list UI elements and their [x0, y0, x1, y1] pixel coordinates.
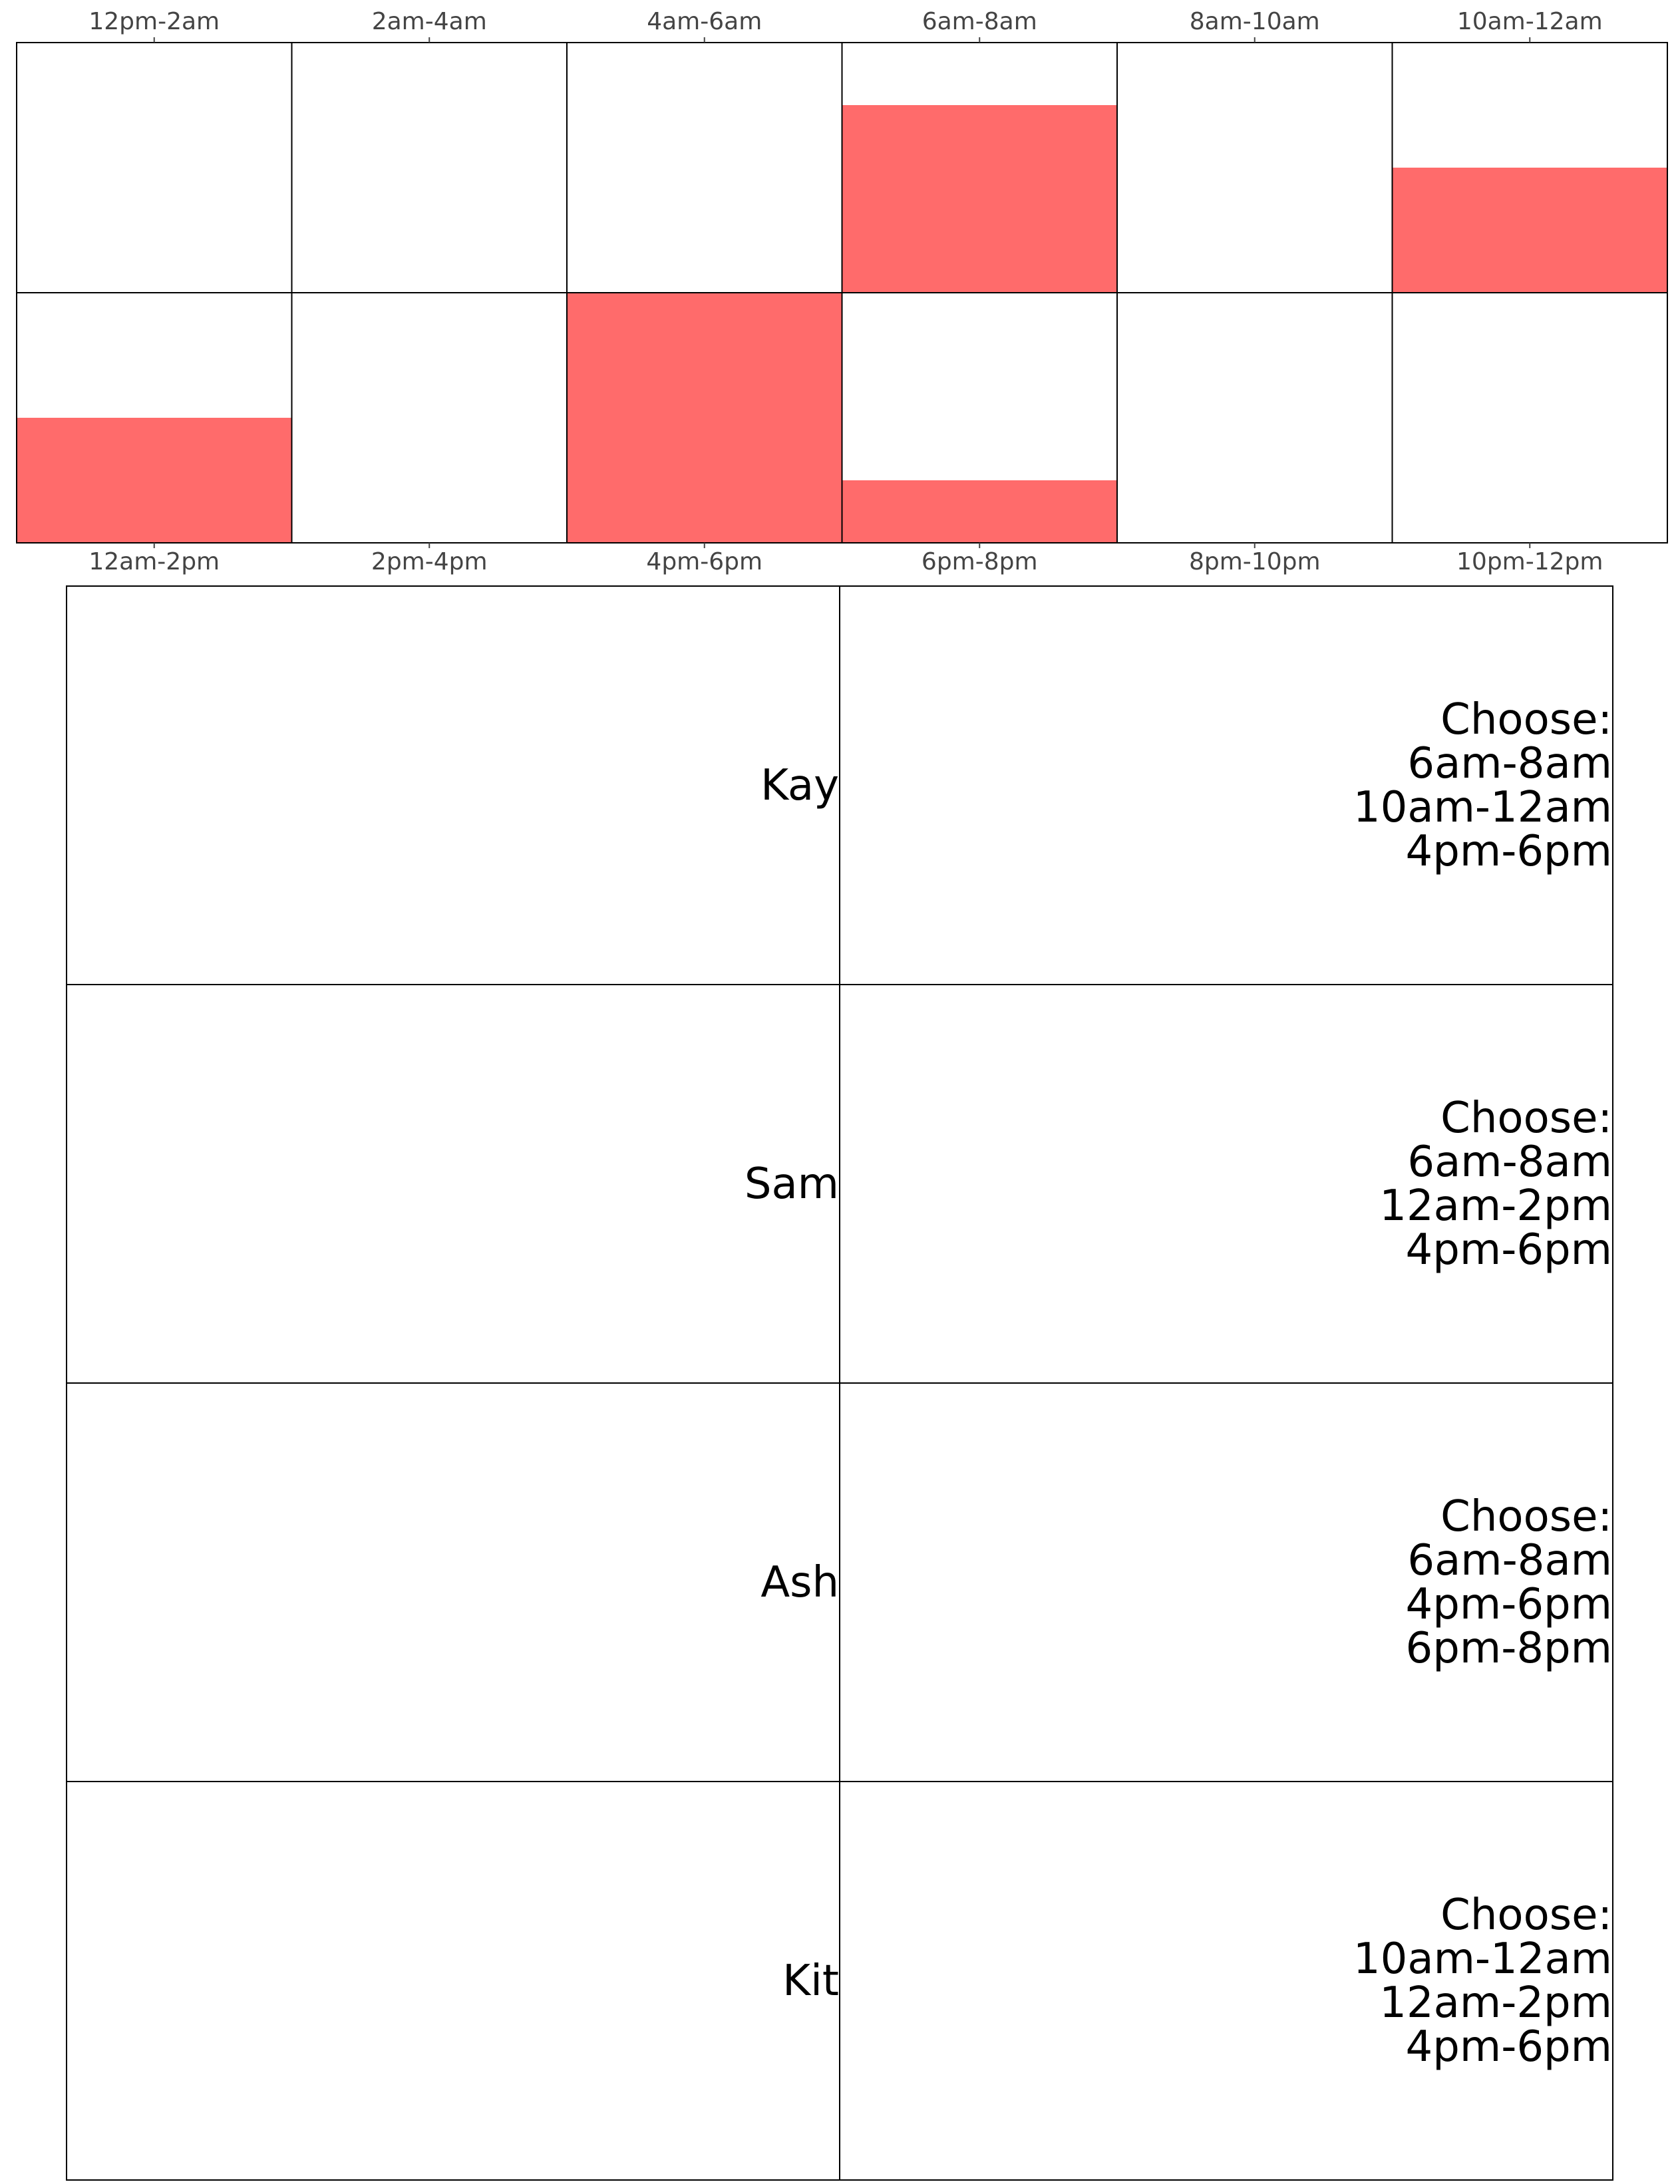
- table-row: Kay Choose: 6am-8am 10am-12am 4pm-6pm: [66, 585, 1613, 985]
- table-row: Kit Choose: 10am-12am 12am-2pm 4pm-6pm: [66, 1781, 1613, 2181]
- x-tick-label: 8pm-10pm: [1189, 548, 1321, 575]
- choice-line: 6am-8am: [1407, 1535, 1612, 1585]
- choice-list: Choose: 6am-8am 12am-2pm 4pm-6pm: [839, 984, 1613, 1384]
- person-name: Ash: [66, 1382, 840, 1782]
- choice-list: Choose: 10am-12am 12am-2pm 4pm-6pm: [839, 1781, 1613, 2181]
- x-tick-label: 4pm-6pm: [646, 548, 762, 575]
- person-name: Kay: [66, 585, 840, 985]
- x-tick-label: 2am-4am: [372, 8, 487, 35]
- table-row: Sam Choose: 6am-8am 12am-2pm 4pm-6pm: [66, 984, 1613, 1384]
- x-tick-label: 10am-12am: [1457, 8, 1603, 35]
- bar: [567, 293, 842, 543]
- choice-line: 12am-2pm: [1379, 1181, 1612, 1231]
- choice-line: Choose:: [1440, 1093, 1612, 1143]
- grid-cell: [1391, 292, 1668, 544]
- choice-list: Choose: 6am-8am 4pm-6pm 6pm-8pm: [839, 1382, 1613, 1782]
- choice-line: 10am-12am: [1353, 1934, 1612, 1984]
- x-tick-label: 4am-6am: [647, 8, 762, 35]
- choice-line: Choose:: [1440, 1890, 1612, 1940]
- choice-line: 6am-8am: [1407, 738, 1612, 788]
- grid-cell: [291, 292, 568, 544]
- x-tick-label: 6am-8am: [922, 8, 1037, 35]
- x-tick-label: 10pm-12pm: [1456, 548, 1603, 575]
- bar: [842, 105, 1117, 293]
- x-tick-label: 12am-2pm: [88, 548, 220, 575]
- bar: [1392, 168, 1667, 293]
- grid-cell: [1116, 42, 1393, 293]
- grid-cell: [1116, 292, 1393, 544]
- bar: [842, 480, 1117, 543]
- grid-cell: [291, 42, 568, 293]
- grid-cell: [16, 42, 293, 293]
- choice-line: 6pm-8pm: [1405, 1623, 1612, 1673]
- choice-line: Choose:: [1440, 1491, 1612, 1541]
- choice-line: 12am-2pm: [1379, 1978, 1612, 2028]
- bar: [17, 418, 292, 543]
- people-table: Kay Choose: 6am-8am 10am-12am 4pm-6pm Sa…: [66, 585, 1613, 2181]
- grid-cell: [566, 42, 843, 293]
- x-tick-label: 12pm-2am: [88, 8, 220, 35]
- choice-list: Choose: 6am-8am 10am-12am 4pm-6pm: [839, 585, 1613, 985]
- time-slot-chart: 12pm-2am 2am-4am 4am-6am 6am-8am 8am-10am 10a…: [16, 8, 1668, 575]
- choice-line: 6am-8am: [1407, 1137, 1612, 1187]
- person-name: Kit: [66, 1781, 840, 2181]
- choice-line: 4pm-6pm: [1405, 826, 1612, 876]
- choice-line: 4pm-6pm: [1405, 1579, 1612, 1629]
- table-row: Ash Choose: 6am-8am 4pm-6pm 6pm-8pm: [66, 1382, 1613, 1782]
- x-tick-label: 8am-10am: [1190, 8, 1320, 35]
- choice-line: 10am-12am: [1353, 782, 1612, 832]
- choice-line: 4pm-6pm: [1405, 2022, 1612, 2072]
- choice-line: 4pm-6pm: [1405, 1225, 1612, 1275]
- x-tick-label: 6pm-8pm: [922, 548, 1038, 575]
- person-name: Sam: [66, 984, 840, 1384]
- x-tick-label: 2pm-4pm: [371, 548, 488, 575]
- choice-line: Choose:: [1440, 695, 1612, 744]
